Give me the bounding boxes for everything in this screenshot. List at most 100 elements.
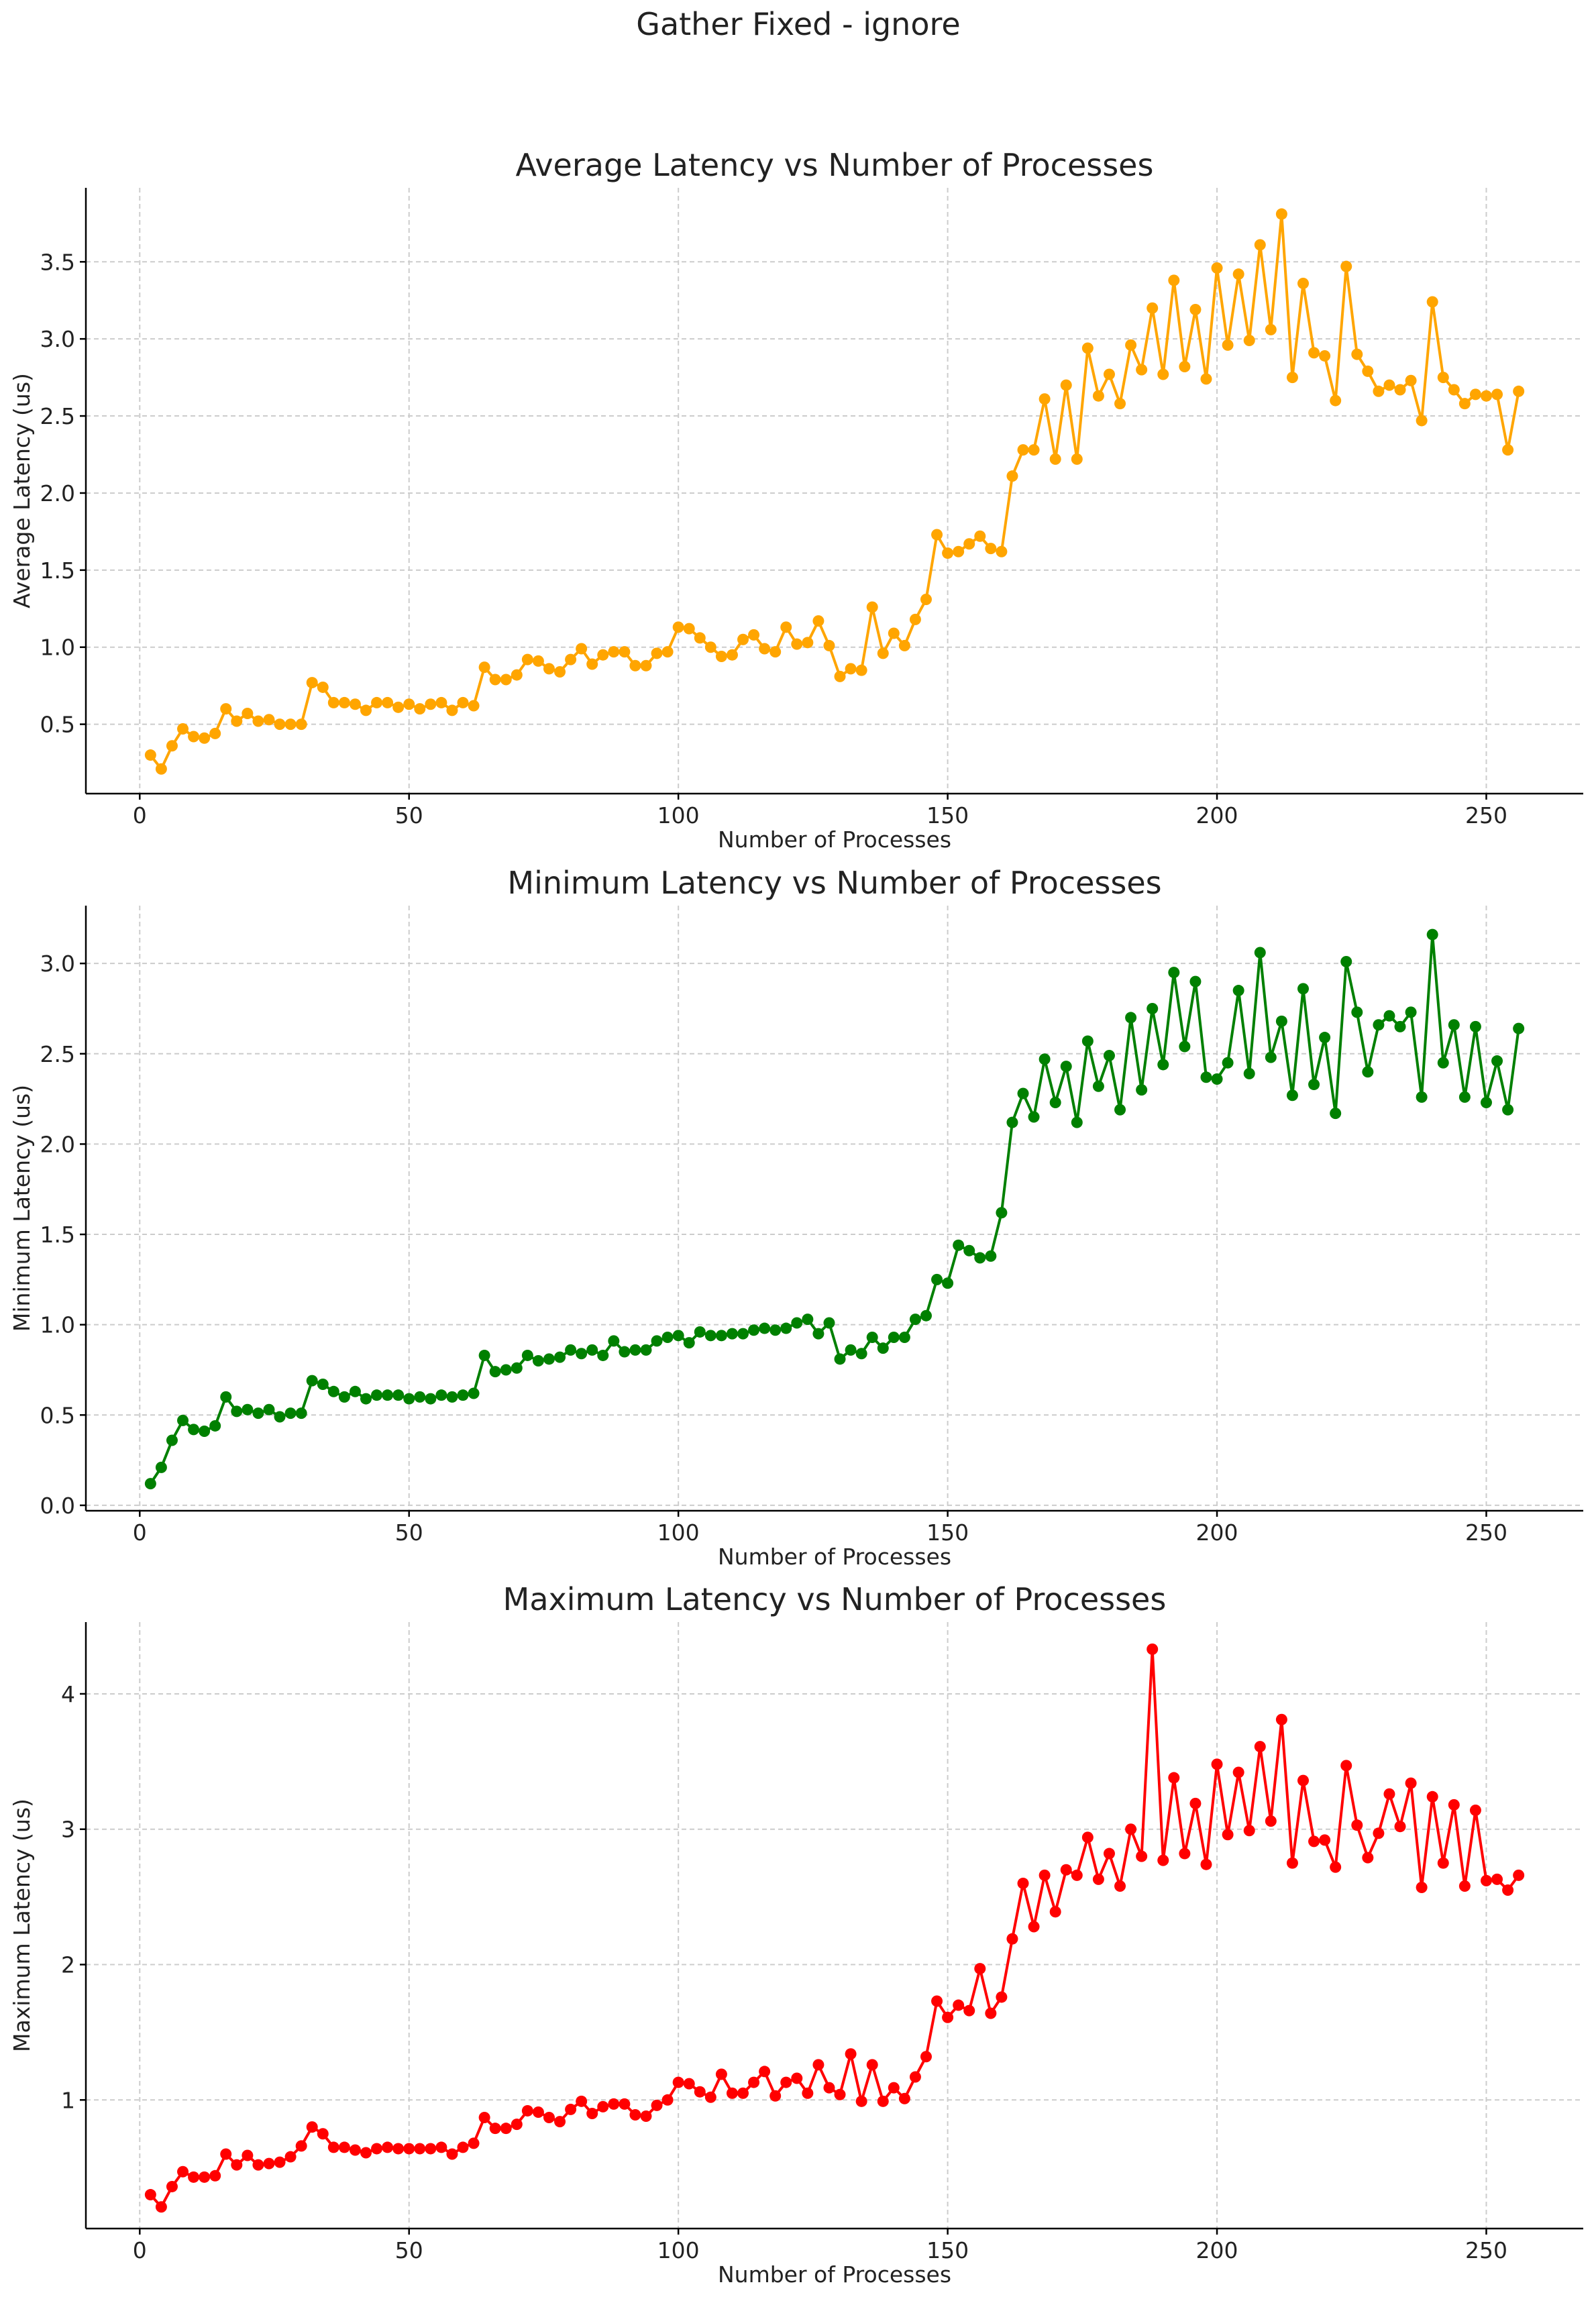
minimum-latency-point xyxy=(920,1309,932,1322)
average-latency-point xyxy=(586,658,598,670)
minimum-latency-point xyxy=(748,1324,760,1336)
minimum-latency-point xyxy=(1394,1020,1406,1032)
average-latency-point xyxy=(478,661,490,674)
x-tick-label: 150 xyxy=(926,2237,969,2263)
average-latency-point xyxy=(1491,388,1503,400)
average-latency-point xyxy=(382,696,394,708)
minimum-latency-point xyxy=(284,1407,297,1420)
minimum-latency-point xyxy=(1491,1055,1503,1067)
average-latency-point xyxy=(1319,350,1331,362)
y-tick-label: 2.0 xyxy=(40,480,75,506)
average-latency-point xyxy=(683,623,695,635)
average-latency-point xyxy=(1103,368,1115,380)
maximum-latency-point xyxy=(672,2076,684,2088)
maximum-latency-point xyxy=(898,2092,910,2104)
minimum-latency-point xyxy=(737,1328,749,1340)
maximum-latency-point xyxy=(144,2189,156,2201)
average-latency-point xyxy=(263,714,275,726)
average-latency-point xyxy=(931,529,943,541)
maximum-latency-point xyxy=(1243,1825,1255,1837)
maximum-latency-point xyxy=(834,2088,846,2100)
average-latency-point xyxy=(1405,374,1417,386)
maximum-latency-point xyxy=(1017,1877,1029,1889)
maximum-latency-point xyxy=(802,2087,814,2099)
average-latency-point xyxy=(392,701,405,713)
maximum-latency-point xyxy=(1491,1873,1503,1885)
average-latency-point xyxy=(1394,384,1406,396)
maximum-latency-point xyxy=(1437,1857,1449,1869)
minimum-latency-point xyxy=(1028,1111,1040,1123)
minimum-latency-point xyxy=(1157,1059,1169,1071)
minimum-latency-point xyxy=(554,1351,566,1363)
average-latency-point xyxy=(1502,444,1514,456)
maximum-latency-point xyxy=(704,2091,716,2103)
average-latency-point xyxy=(274,718,286,731)
maximum-latency-point xyxy=(1265,1815,1277,1827)
average-latency-point xyxy=(220,703,232,715)
maximum-latency-point xyxy=(177,2165,189,2178)
maximum-latency-point xyxy=(1373,1827,1385,1839)
average-latency-point xyxy=(435,696,447,708)
maximum-latency-point xyxy=(1114,1880,1126,1892)
x-tick-label: 200 xyxy=(1196,1519,1238,1546)
maximum-latency-point xyxy=(327,2141,339,2153)
maximum-latency-point xyxy=(576,2095,588,2107)
maximum-latency-point xyxy=(155,2201,167,2213)
minimum-latency-point xyxy=(1330,1108,1342,1120)
minimum-latency-point xyxy=(996,1207,1008,1219)
average-latency-point xyxy=(209,727,221,739)
average-latency-point xyxy=(1006,470,1018,482)
maximum-latency-point xyxy=(478,2112,490,2124)
average-latency-point xyxy=(1265,323,1277,335)
average-latency-point xyxy=(543,663,555,675)
x-tick-label: 50 xyxy=(395,802,423,828)
minimum-latency-point xyxy=(317,1379,329,1391)
minimum-latency-point xyxy=(1265,1051,1277,1063)
maximum-latency-point xyxy=(263,2157,275,2170)
maximum-latency-point xyxy=(1081,1831,1094,1843)
average-latency-point xyxy=(898,639,910,651)
minimum-latency-point xyxy=(985,1250,997,1262)
minimum-latency-point xyxy=(1383,1010,1395,1022)
minimum-latency-point xyxy=(543,1353,555,1365)
minimum-latency-point xyxy=(360,1393,372,1405)
average-latency-point xyxy=(403,698,415,710)
maximum-latency-point xyxy=(1502,1884,1514,1896)
minimum-latency-point xyxy=(457,1389,469,1401)
average-latency-point xyxy=(532,655,544,667)
maximum-latency-point xyxy=(1136,1850,1148,1862)
minimum-latency-point xyxy=(1243,1067,1255,1079)
maximum-latency-point xyxy=(651,2099,663,2111)
maximum-latency-point xyxy=(338,2141,350,2153)
average-latency-point xyxy=(446,704,458,716)
average-latency-point xyxy=(295,718,307,731)
average-latency-point xyxy=(1243,334,1255,346)
minimum-latency-point xyxy=(403,1393,415,1405)
minimum-latency-point xyxy=(576,1348,588,1360)
average-latency-point xyxy=(1330,394,1342,407)
minimum-latency-point xyxy=(252,1407,264,1420)
maximum-latency-point xyxy=(188,2171,200,2183)
minimum-latency-point xyxy=(1351,1006,1363,1018)
maximum-latency-line xyxy=(149,1648,1520,2208)
minimum-latency-point xyxy=(834,1353,846,1365)
x-tick-label: 0 xyxy=(133,802,147,828)
average-latency-point xyxy=(144,749,156,761)
average-latency-point xyxy=(1017,444,1029,456)
minimum-latency-point xyxy=(1189,975,1202,987)
average-latency-point xyxy=(780,621,792,633)
average-latency-point xyxy=(823,639,835,651)
minimum-latency-point xyxy=(1039,1053,1051,1065)
minimum-latency-point xyxy=(791,1317,803,1329)
average-latency-point xyxy=(651,647,663,659)
minimum-latency-point xyxy=(888,1332,900,1344)
maximum-latency-point xyxy=(985,2007,997,2019)
x-tick-label: 250 xyxy=(1465,2237,1507,2263)
minimum-latency-point xyxy=(1469,1020,1481,1032)
average-latency-point xyxy=(231,715,243,727)
average-latency-point xyxy=(468,700,480,712)
maximum-latency-point xyxy=(877,2095,889,2107)
maximum-latency-point xyxy=(1071,1869,1083,1881)
maximum-latency-point xyxy=(1049,1906,1061,1918)
maximum-latency-point xyxy=(726,2087,738,2099)
